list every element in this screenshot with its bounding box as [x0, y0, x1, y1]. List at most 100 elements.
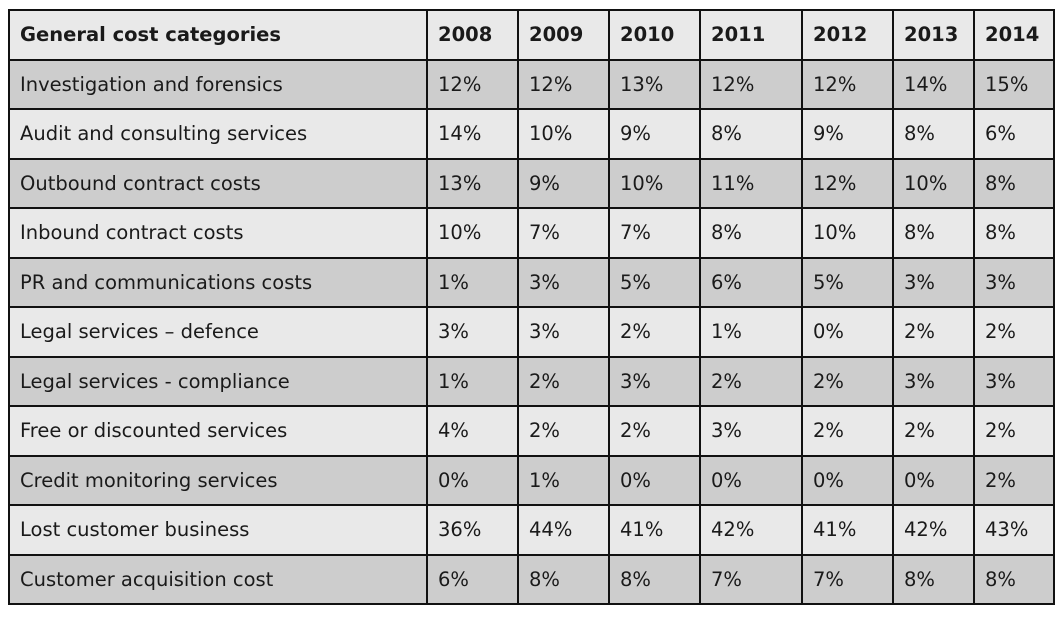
value-cell: 9% — [801, 108, 894, 160]
header-row: General cost categories 2008 2009 2010 2… — [8, 9, 1055, 61]
value-cell: 3% — [517, 256, 610, 308]
value-cell: 44% — [517, 504, 610, 556]
value-cell: 41% — [608, 504, 701, 556]
value-cell: 3% — [973, 355, 1055, 407]
table-row: Inbound contract costs 10% 7% 7% 8% 10% 8% 8% — [8, 207, 1055, 259]
value-cell: 9% — [517, 157, 610, 209]
value-cell: 8% — [892, 207, 975, 259]
value-cell: 12% — [426, 58, 519, 110]
value-cell: 3% — [608, 355, 701, 407]
value-cell: 0% — [892, 454, 975, 506]
value-cell: 8% — [517, 553, 610, 605]
header-cell: 2013 — [892, 9, 975, 61]
table-row: Free or discounted services 4% 2% 2% 3% 2% 2% 2… — [8, 405, 1055, 457]
category-cell: Legal services – defence — [8, 306, 428, 358]
value-cell: 7% — [699, 553, 803, 605]
value-cell: 2% — [517, 405, 610, 457]
value-cell: 5% — [608, 256, 701, 308]
value-cell: 6% — [973, 108, 1055, 160]
value-cell: 1% — [426, 256, 519, 308]
table-row: Investigation and forensics 12% 12% 13% 12% 1… — [8, 58, 1055, 110]
value-cell: 8% — [892, 553, 975, 605]
value-cell: 0% — [801, 454, 894, 506]
cost-table: General cost categories 2008 2009 2010 2… — [8, 9, 1055, 605]
value-cell: 0% — [608, 454, 701, 506]
value-cell: 2% — [699, 355, 803, 407]
value-cell: 4% — [426, 405, 519, 457]
value-cell: 8% — [973, 157, 1055, 209]
value-cell: 2% — [973, 454, 1055, 506]
header-cell: 2008 — [426, 9, 519, 61]
value-cell: 42% — [699, 504, 803, 556]
category-cell: Audit and consulting services — [8, 108, 428, 160]
value-cell: 10% — [608, 157, 701, 209]
table-row: Customer acquisition cost 6% 8% 8% 7% 7% 8% 8% — [8, 553, 1055, 605]
value-cell: 0% — [699, 454, 803, 506]
category-cell: Outbound contract costs — [8, 157, 428, 209]
value-cell: 6% — [426, 553, 519, 605]
header-cell: 2014 — [973, 9, 1055, 61]
value-cell: 1% — [426, 355, 519, 407]
value-cell: 2% — [973, 405, 1055, 457]
category-cell: Lost customer business — [8, 504, 428, 556]
table-row: Audit and consulting services 14% 10% 9% 8% 9… — [8, 108, 1055, 160]
table-row: Legal services – defence 3% 3% 2% 1% 0% 2% 2% — [8, 306, 1055, 358]
table-row: Lost customer business 36% 44% 41% 42% 41% 42%… — [8, 504, 1055, 556]
value-cell: 5% — [801, 256, 894, 308]
value-cell: 15% — [973, 58, 1055, 110]
value-cell: 43% — [973, 504, 1055, 556]
header-cell: General cost categories — [8, 9, 428, 61]
value-cell: 2% — [973, 306, 1055, 358]
value-cell: 42% — [892, 504, 975, 556]
header-cell: 2011 — [699, 9, 803, 61]
value-cell: 2% — [892, 405, 975, 457]
value-cell: 36% — [426, 504, 519, 556]
table-body: Investigation and forensics 12% 12% 13% 12% 1… — [8, 58, 1055, 605]
value-cell: 41% — [801, 504, 894, 556]
value-cell: 12% — [801, 58, 894, 110]
category-cell: Customer acquisition cost — [8, 553, 428, 605]
value-cell: 8% — [892, 108, 975, 160]
value-cell: 1% — [699, 306, 803, 358]
header-cell: 2009 — [517, 9, 610, 61]
category-cell: PR and communications costs — [8, 256, 428, 308]
value-cell: 10% — [426, 207, 519, 259]
value-cell: 6% — [699, 256, 803, 308]
value-cell: 3% — [517, 306, 610, 358]
table-row: Credit monitoring services 0% 1% 0% 0% 0% 0% 2% — [8, 454, 1055, 506]
value-cell: 3% — [892, 355, 975, 407]
value-cell: 0% — [426, 454, 519, 506]
header-cell: 2010 — [608, 9, 701, 61]
value-cell: 11% — [699, 157, 803, 209]
value-cell: 10% — [892, 157, 975, 209]
value-cell: 2% — [608, 405, 701, 457]
value-cell: 3% — [892, 256, 975, 308]
value-cell: 2% — [892, 306, 975, 358]
value-cell: 9% — [608, 108, 701, 160]
value-cell: 8% — [699, 207, 803, 259]
value-cell: 12% — [517, 58, 610, 110]
value-cell: 10% — [517, 108, 610, 160]
value-cell: 3% — [426, 306, 519, 358]
value-cell: 2% — [608, 306, 701, 358]
value-cell: 3% — [699, 405, 803, 457]
value-cell: 2% — [517, 355, 610, 407]
table-row: PR and communications costs 1% 3% 5% 6% 5% 3% 3… — [8, 256, 1055, 308]
value-cell: 8% — [973, 207, 1055, 259]
value-cell: 3% — [973, 256, 1055, 308]
category-cell: Legal services - compliance — [8, 355, 428, 407]
value-cell: 13% — [426, 157, 519, 209]
value-cell: 14% — [426, 108, 519, 160]
value-cell: 7% — [608, 207, 701, 259]
value-cell: 7% — [801, 553, 894, 605]
value-cell: 2% — [801, 355, 894, 407]
category-cell: Inbound contract costs — [8, 207, 428, 259]
value-cell: 8% — [608, 553, 701, 605]
header-cell: 2012 — [801, 9, 894, 61]
value-cell: 12% — [699, 58, 803, 110]
value-cell: 8% — [699, 108, 803, 160]
value-cell: 0% — [801, 306, 894, 358]
value-cell: 12% — [801, 157, 894, 209]
value-cell: 1% — [517, 454, 610, 506]
value-cell: 13% — [608, 58, 701, 110]
